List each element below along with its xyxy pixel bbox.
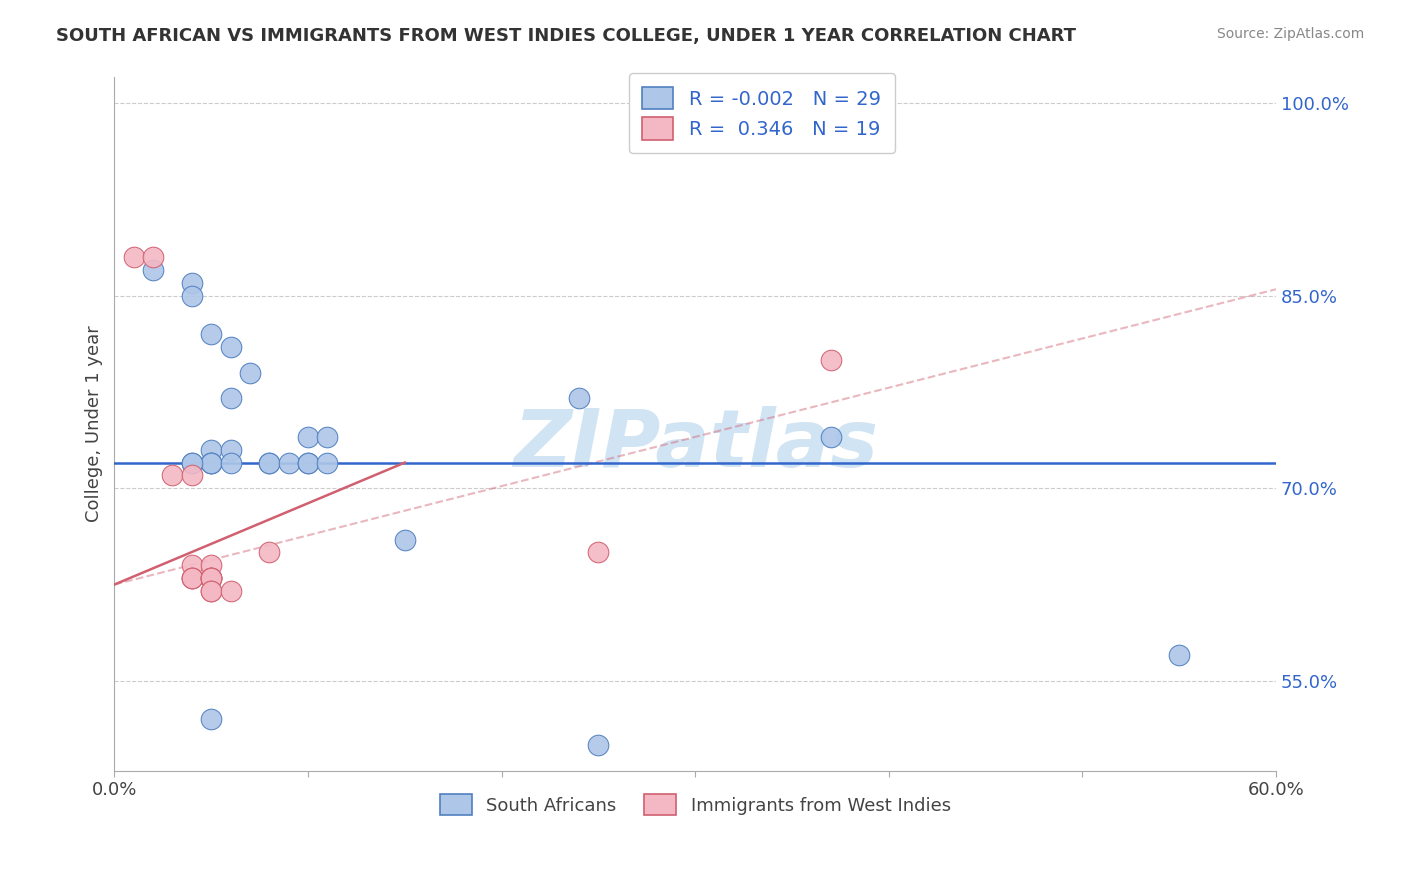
Point — [180, 571, 202, 585]
Point — [200, 584, 222, 599]
Y-axis label: College, Under 1 year: College, Under 1 year — [86, 326, 103, 523]
Point — [200, 584, 222, 599]
Point — [259, 456, 281, 470]
Point — [219, 340, 242, 354]
Point — [180, 456, 202, 470]
Point — [316, 430, 339, 444]
Legend: South Africans, Immigrants from West Indies: South Africans, Immigrants from West Ind… — [430, 785, 960, 824]
Point — [200, 456, 222, 470]
Point — [259, 456, 281, 470]
Text: ZIPatlas: ZIPatlas — [513, 406, 877, 483]
Point — [297, 430, 319, 444]
Point — [1168, 648, 1191, 662]
Point — [277, 456, 299, 470]
Point — [239, 366, 262, 380]
Point — [316, 456, 339, 470]
Point — [180, 456, 202, 470]
Point — [200, 712, 222, 726]
Point — [180, 288, 202, 302]
Point — [568, 392, 591, 406]
Point — [122, 250, 145, 264]
Point — [820, 430, 842, 444]
Point — [200, 558, 222, 573]
Point — [180, 276, 202, 290]
Point — [200, 571, 222, 585]
Point — [162, 468, 184, 483]
Point — [200, 456, 222, 470]
Point — [259, 545, 281, 559]
Point — [297, 456, 319, 470]
Point — [588, 738, 610, 752]
Point — [588, 545, 610, 559]
Point — [180, 558, 202, 573]
Point — [200, 571, 222, 585]
Point — [200, 456, 222, 470]
Text: Source: ZipAtlas.com: Source: ZipAtlas.com — [1216, 27, 1364, 41]
Point — [219, 442, 242, 457]
Point — [180, 571, 202, 585]
Text: SOUTH AFRICAN VS IMMIGRANTS FROM WEST INDIES COLLEGE, UNDER 1 YEAR CORRELATION C: SOUTH AFRICAN VS IMMIGRANTS FROM WEST IN… — [56, 27, 1076, 45]
Point — [200, 571, 222, 585]
Point — [820, 352, 842, 367]
Point — [219, 392, 242, 406]
Point — [180, 468, 202, 483]
Point — [200, 442, 222, 457]
Point — [142, 250, 165, 264]
Point — [180, 571, 202, 585]
Point — [219, 584, 242, 599]
Point — [200, 327, 222, 342]
Point — [142, 263, 165, 277]
Point — [297, 456, 319, 470]
Point — [394, 533, 416, 547]
Point — [219, 456, 242, 470]
Point — [200, 571, 222, 585]
